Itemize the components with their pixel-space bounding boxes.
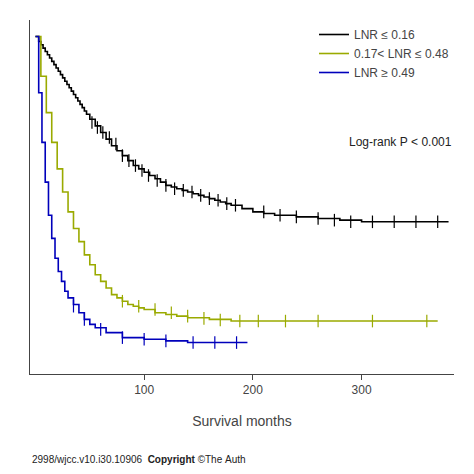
svg-text:Survival months: Survival months — [192, 413, 292, 429]
svg-text:300: 300 — [352, 383, 372, 397]
svg-text:Log-rank P < 0.001: Log-rank P < 0.001 — [349, 135, 452, 149]
svg-text:0.17< LNR ≤ 0.48: 0.17< LNR ≤ 0.48 — [354, 47, 449, 61]
svg-text:LNR ≥ 0.49: LNR ≥ 0.49 — [354, 66, 415, 80]
svg-text:2998/wjcc.v10.i30.10906 Copyr: 2998/wjcc.v10.i30.10906 Copyright ©The A… — [32, 454, 246, 465]
svg-text:100: 100 — [134, 383, 154, 397]
svg-text:200: 200 — [243, 383, 263, 397]
svg-text:LNR ≤ 0.16: LNR ≤ 0.16 — [354, 28, 415, 42]
